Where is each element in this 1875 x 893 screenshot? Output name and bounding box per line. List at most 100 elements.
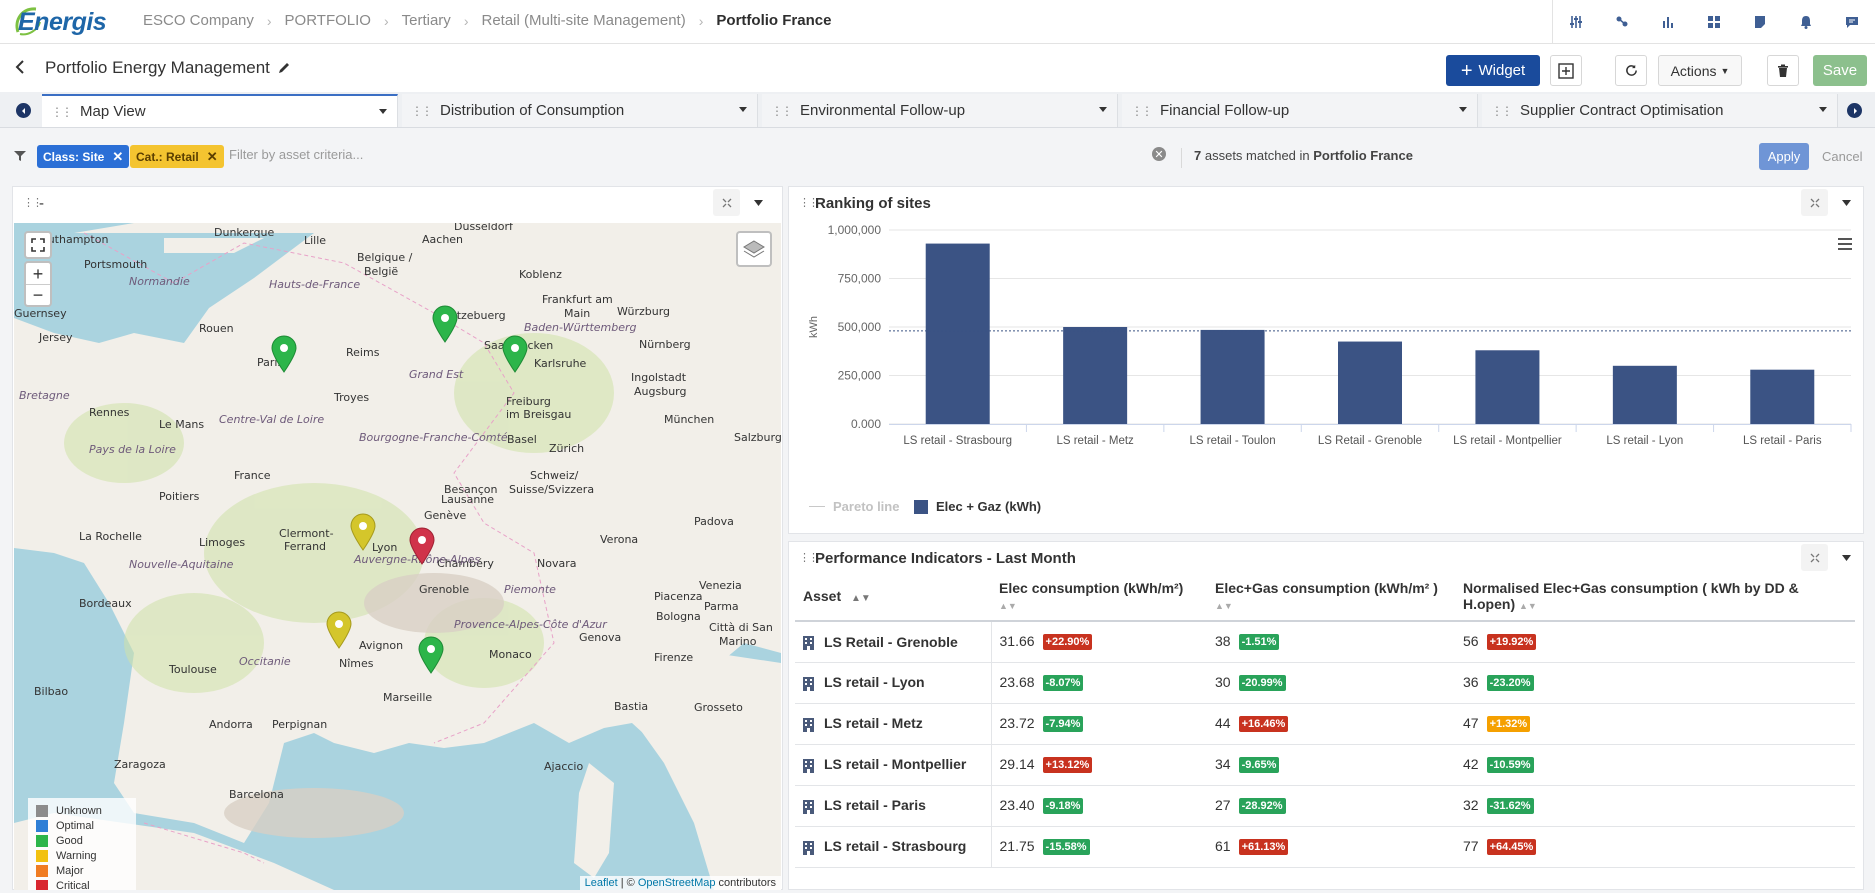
drag-handle-icon[interactable]: ⋮⋮ <box>1491 103 1513 118</box>
tab-map-view[interactable]: ⋮⋮ Map View <box>42 94 398 127</box>
caret-down-icon[interactable] <box>1819 107 1827 112</box>
bell-icon[interactable] <box>1783 0 1829 44</box>
logo-text[interactable]: Energis <box>18 8 107 36</box>
caret-down-icon[interactable] <box>379 109 387 114</box>
energis-logo[interactable] <box>14 6 118 38</box>
map-marker-montpellier[interactable] <box>326 611 352 649</box>
grid-icon[interactable] <box>1691 0 1737 44</box>
asset-cell[interactable]: LS retail - Montpellier <box>795 744 992 786</box>
map-marker-lyon[interactable] <box>350 513 376 551</box>
fullscreen-toggle-icon[interactable] <box>1801 189 1828 216</box>
fullscreen-toggle-icon[interactable] <box>713 189 740 216</box>
chart-bar[interactable] <box>1200 329 1265 424</box>
column-header-elec[interactable]: Elec consumption (kWh/m²) ▲▼ <box>991 572 1207 622</box>
cancel-button[interactable]: Cancel <box>1822 149 1863 164</box>
close-icon[interactable]: ✕ <box>206 148 218 164</box>
breadcrumb-item[interactable]: Retail (Multi-site Management) <box>481 12 686 29</box>
column-header-normalised[interactable]: Normalised Elec+Gas consumption ( kWh by… <box>1455 572 1855 622</box>
sort-icon[interactable]: ▲▼ <box>851 593 871 604</box>
filter-input[interactable]: Filter by asset criteria... <box>229 147 364 162</box>
sort-icon[interactable]: ▲▼ <box>1215 601 1233 611</box>
map-layers-button[interactable] <box>736 231 772 267</box>
map-marker-metz[interactable] <box>432 305 458 343</box>
note-icon[interactable] <box>1737 0 1783 44</box>
actions-dropdown[interactable]: Actions ▼ <box>1658 55 1742 86</box>
map-marker-strasbourg[interactable] <box>502 335 528 373</box>
leaflet-link[interactable]: Leaflet <box>584 877 618 889</box>
chart-bar[interactable] <box>1750 369 1815 424</box>
map-marker-grenoble[interactable] <box>409 527 435 565</box>
table-row[interactable]: LS retail - Paris 23.40 -9.18% 27 -28.92% 32-… <box>795 785 1855 827</box>
sort-icon[interactable]: ▲▼ <box>999 601 1017 611</box>
add-widget-button[interactable]: + Widget <box>1446 55 1540 86</box>
sort-icon[interactable]: ▲▼ <box>1519 601 1537 611</box>
tab-environmental-follow-up[interactable]: ⋮⋮ Environmental Follow-up <box>762 94 1118 127</box>
breadcrumb-item[interactable]: Tertiary <box>401 12 451 29</box>
drag-handle-icon[interactable]: ⋮⋮ <box>771 103 793 118</box>
zoom-in-button[interactable]: + <box>26 263 50 285</box>
zoom-out-button[interactable]: − <box>32 285 44 305</box>
asset-cell[interactable]: LS retail - Metz <box>795 703 992 745</box>
map-fullscreen-button[interactable] <box>24 231 52 259</box>
map-marker-toulon[interactable] <box>418 636 444 674</box>
breadcrumb-item[interactable]: ESCO Company <box>143 12 254 29</box>
table-row[interactable]: LS retail - Metz 23.72 -7.94% 44 +16.46% 47 +1… <box>795 703 1855 745</box>
delete-button[interactable] <box>1767 55 1799 86</box>
chart-bar[interactable] <box>1063 327 1128 424</box>
asset-name[interactable]: LS retail - Metz <box>824 715 923 732</box>
add-section-button[interactable] <box>1550 55 1582 86</box>
caret-down-icon[interactable] <box>739 107 747 112</box>
caret-down-icon[interactable] <box>1099 107 1107 112</box>
chart-bar[interactable] <box>1338 341 1402 424</box>
asset-cell[interactable]: LS retail - Lyon <box>795 662 992 704</box>
asset-name[interactable]: LS Retail - Grenoble <box>824 633 958 650</box>
drag-handle-icon[interactable]: ⋮⋮ <box>799 197 819 209</box>
caret-down-icon[interactable] <box>1459 107 1467 112</box>
asset-cell[interactable]: LS Retail - Grenoble <box>795 621 992 663</box>
tab-financial-follow-up[interactable]: ⋮⋮ Financial Follow-up <box>1122 94 1478 127</box>
tab-supplier-contract-optimisation[interactable]: ⋮⋮ Supplier Contract Optimisation <box>1482 94 1838 127</box>
chart-menu-icon[interactable] <box>1837 237 1853 251</box>
map-marker-paris[interactable] <box>271 335 297 373</box>
asset-name[interactable]: LS retail - Montpellier <box>824 756 967 773</box>
asset-cell[interactable]: LS retail - Paris <box>795 785 992 827</box>
chat-icon[interactable] <box>1829 0 1875 44</box>
tabs-prev-button[interactable] <box>16 103 31 118</box>
drag-handle-icon[interactable]: ⋮⋮ <box>23 197 43 209</box>
panel-menu-caret-icon[interactable] <box>745 189 772 216</box>
table-row[interactable]: LS retail - Montpellier 29.14 +13.12% 34 -9.… <box>795 744 1855 786</box>
close-icon[interactable]: ✕ <box>112 148 124 164</box>
asset-name[interactable]: LS retail - Strasbourg <box>824 838 967 855</box>
chart-bar[interactable] <box>1475 350 1540 424</box>
drag-handle-icon[interactable]: ⋮⋮ <box>1131 103 1153 118</box>
panel-menu-caret-icon[interactable] <box>1833 544 1860 571</box>
edit-pencil-icon[interactable] <box>277 61 291 75</box>
asset-name[interactable]: LS retail - Lyon <box>824 674 925 691</box>
filter-chip-class[interactable]: Class: Site ✕ <box>37 145 130 168</box>
back-arrow-icon[interactable] <box>12 58 30 76</box>
column-header-elecgas[interactable]: Elec+Gas consumption (kWh/m² ) ▲▼ <box>1207 572 1455 622</box>
apply-button[interactable]: Apply <box>1759 143 1809 170</box>
map-canvas[interactable]: Dunkerque Lille Düsseldorf Aachen Southamp… <box>14 223 781 890</box>
refresh-button[interactable] <box>1615 55 1647 86</box>
asset-name[interactable]: LS retail - Paris <box>824 797 926 814</box>
table-row[interactable]: LS Retail - Grenoble 31.66 +22.90% 38 -1.51%… <box>795 621 1855 663</box>
filter-chip-category[interactable]: Cat.: Retail ✕ <box>130 145 224 168</box>
save-button[interactable]: Save <box>1813 55 1867 86</box>
column-header-asset[interactable]: Asset ▲▼ <box>795 572 991 622</box>
table-row[interactable]: LS retail - Strasbourg 21.75 -15.58% 61 +61.… <box>795 826 1855 868</box>
sliders-icon[interactable] <box>1553 0 1599 44</box>
tab-distribution-of-consumption[interactable]: ⋮⋮ Distribution of Consumption <box>402 94 758 127</box>
legend-elec-gaz[interactable]: Elec + Gaz (kWh) <box>914 499 1041 514</box>
breadcrumb-item[interactable]: PORTFOLIO <box>284 12 371 29</box>
chart-bar[interactable] <box>925 243 990 424</box>
tabs-next-button[interactable] <box>1847 103 1862 118</box>
share-nodes-icon[interactable] <box>1599 0 1645 44</box>
osm-link[interactable]: OpenStreetMap <box>637 877 716 889</box>
legend-pareto[interactable]: Pareto line <box>809 499 899 514</box>
bar-chart-icon[interactable] <box>1645 0 1691 44</box>
panel-menu-caret-icon[interactable] <box>1833 189 1860 216</box>
clear-filter-icon[interactable]: ✕ <box>1152 147 1166 161</box>
drag-handle-icon[interactable]: ⋮⋮ <box>799 552 819 564</box>
drag-handle-icon[interactable]: ⋮⋮ <box>51 104 73 119</box>
